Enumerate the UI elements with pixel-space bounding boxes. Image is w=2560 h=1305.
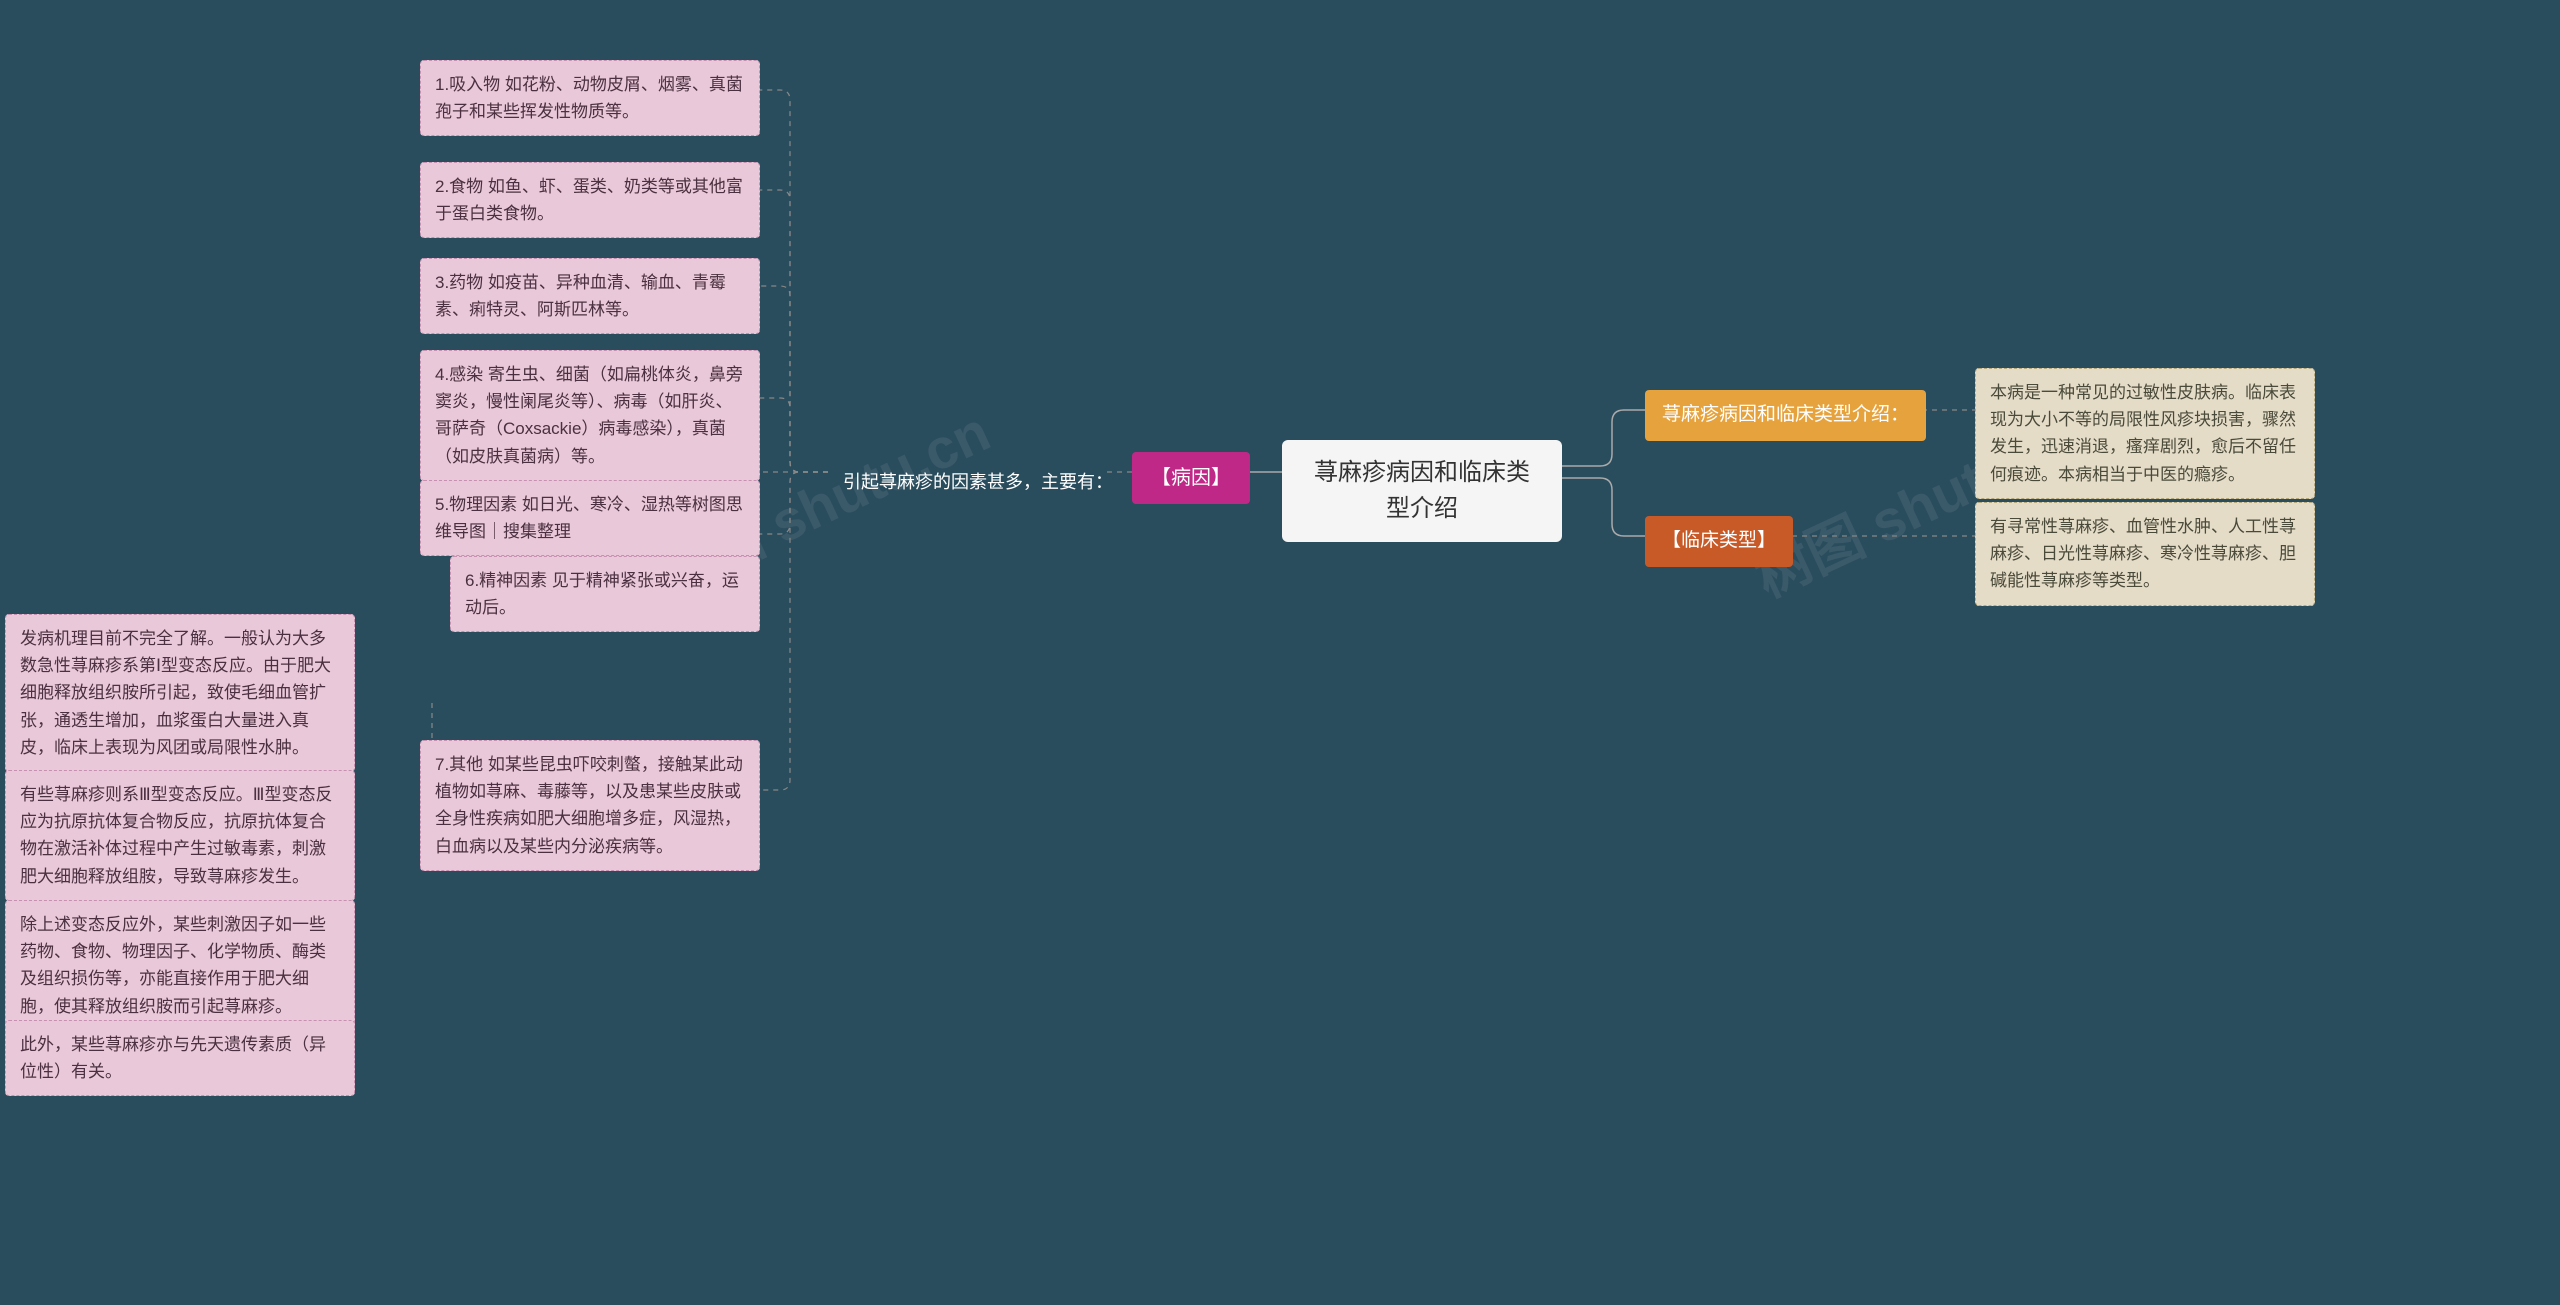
leaf-intro-text: 本病是一种常见的过敏性皮肤病。临床表现为大小不等的局限性风疹块损害，骤然发生，迅… — [1975, 368, 2315, 499]
leaf-clinical-text: 有寻常性荨麻疹、血管性水肿、人工性荨麻疹、日光性荨麻疹、寒冷性荨麻疹、胆碱能性荨… — [1975, 502, 2315, 606]
mech-4: 此外，某些荨麻疹亦与先天遗传素质（异位性）有关。 — [5, 1020, 355, 1096]
mech-3: 除上述变态反应外，某些刺激因子如一些药物、食物、物理因子、化学物质、酶类及组织损… — [5, 900, 355, 1031]
cause-3: 3.药物 如疫苗、异种血清、输血、青霉素、痢特灵、阿斯匹林等。 — [420, 258, 760, 334]
cause-5: 5.物理因素 如日光、寒冷、湿热等树图思维导图｜搜集整理 — [420, 480, 760, 556]
cause-7: 7.其他 如某些昆虫吓咬刺螫，接触某此动植物如荨麻、毒藤等，以及患某些皮肤或全身… — [420, 740, 760, 871]
branch-intro[interactable]: 荨麻疹病因和临床类型介绍： — [1645, 390, 1926, 441]
mech-2: 有些荨麻疹则系Ⅲ型变态反应。Ⅲ型变态反应为抗原抗体复合物反应，抗原抗体复合物在激… — [5, 770, 355, 901]
center-root-node[interactable]: 荨麻疹病因和临床类型介绍 — [1282, 440, 1562, 542]
branch-clinical-type[interactable]: 【临床类型】 — [1645, 516, 1793, 567]
cause-1: 1.吸入物 如花粉、动物皮屑、烟雾、真菌孢子和某些挥发性物质等。 — [420, 60, 760, 136]
cause-4: 4.感染 寄生虫、细菌（如扁桃体炎，鼻旁窦炎，慢性阑尾炎等）、病毒（如肝炎、哥萨… — [420, 350, 760, 481]
cause-2: 2.食物 如鱼、虾、蛋类、奶类等或其他富于蛋白类食物。 — [420, 162, 760, 238]
etiology-intermediate: 引起荨麻疹的因素甚多，主要有： — [828, 458, 1128, 507]
mech-1: 发病机理目前不完全了解。一般认为大多数急性荨麻疹系第Ⅰ型变态反应。由于肥大细胞释… — [5, 614, 355, 772]
etiology-tag[interactable]: 【病因】 — [1132, 452, 1250, 504]
cause-6: 6.精神因素 见于精神紧张或兴奋，运动后。 — [450, 556, 760, 632]
